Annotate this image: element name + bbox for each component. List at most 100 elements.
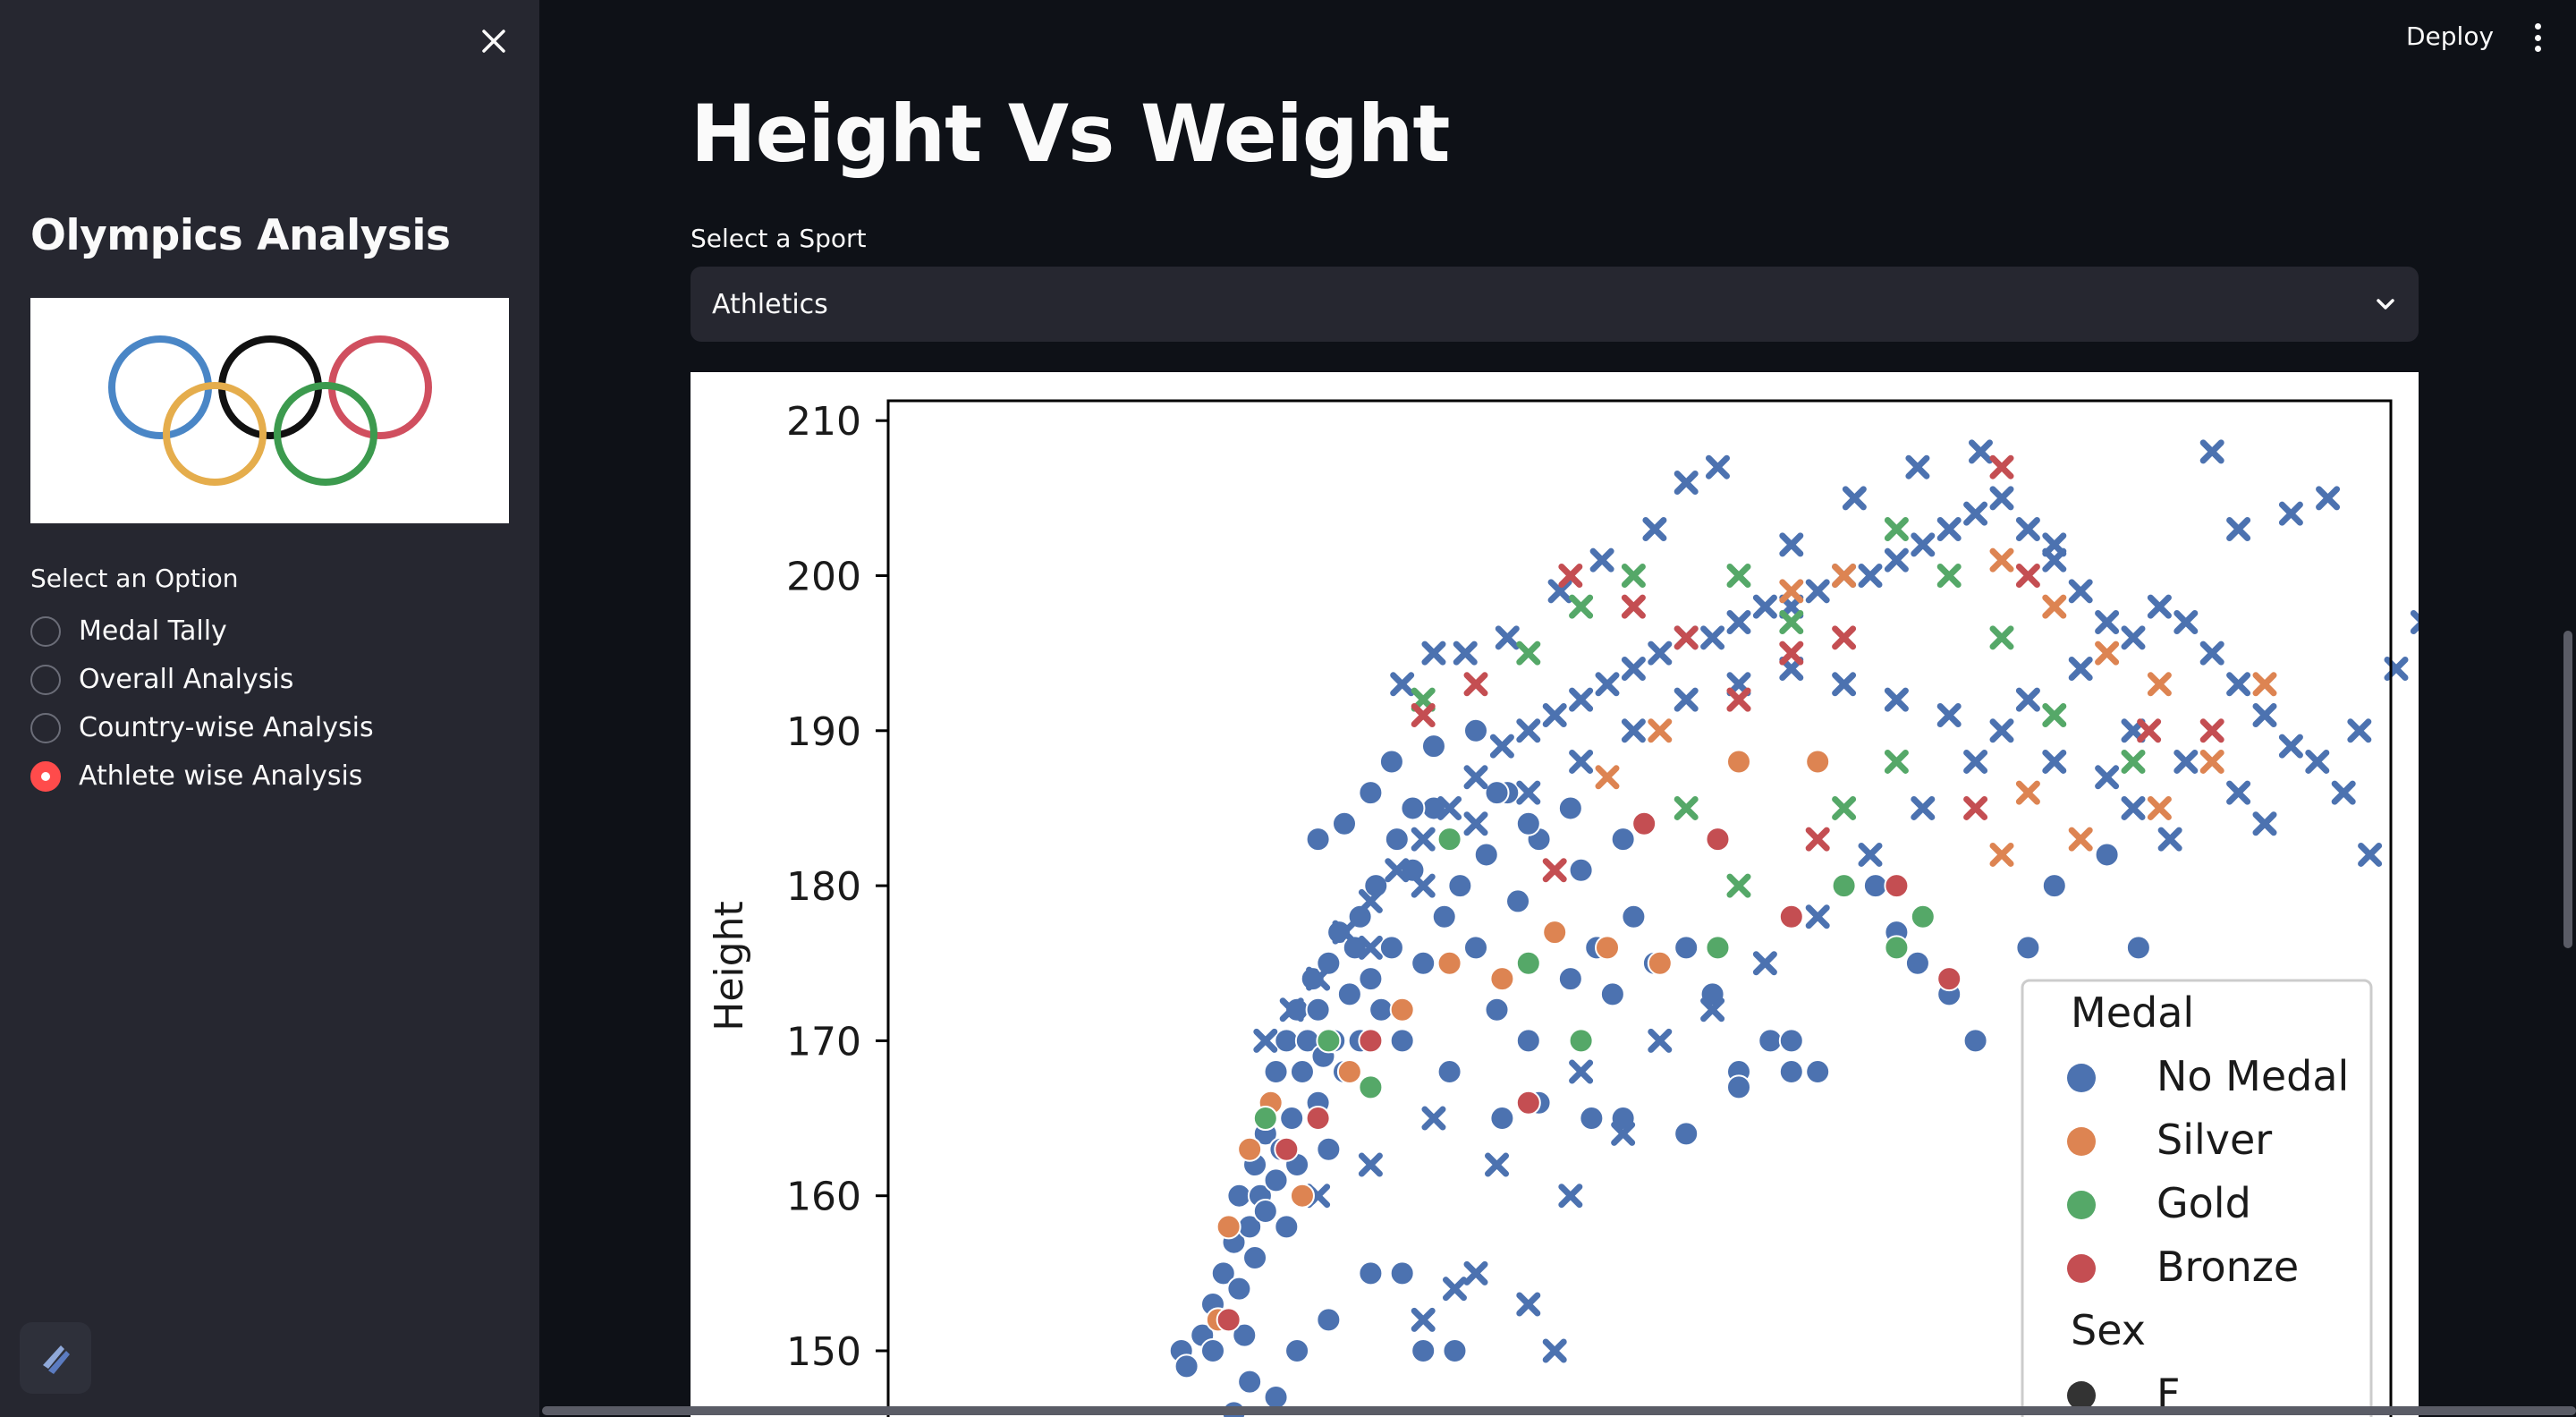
point-no-medal-f	[1463, 717, 1488, 743]
point-no-medal-m	[2347, 718, 2372, 743]
point-no-medal-m	[2095, 765, 2120, 790]
point-no-medal-f	[1336, 981, 1362, 1007]
point-no-medal-f	[1411, 950, 1436, 976]
point-gold-f	[1910, 904, 1936, 929]
point-no-medal-m	[2157, 827, 2182, 852]
point-gold-m	[2121, 749, 2146, 774]
point-no-medal-m	[1674, 471, 1699, 496]
radio-button[interactable]	[30, 712, 61, 743]
point-no-medal-m	[1700, 625, 1725, 650]
point-no-medal-m	[2068, 656, 2093, 681]
point-bronze-m	[2199, 718, 2224, 743]
radio-label: Medal Tally	[79, 615, 227, 647]
point-silver-m	[1989, 842, 2014, 867]
point-no-medal-m	[1884, 687, 1909, 712]
point-bronze-m	[1726, 687, 1751, 712]
radio-country-wise-analysis[interactable]: Country-wise Analysis	[30, 712, 374, 743]
main-menu-button[interactable]	[2524, 20, 2551, 55]
vertical-scrollbar[interactable]	[2563, 631, 2572, 948]
y-tick-label: 200	[786, 555, 861, 600]
point-no-medal-f	[1378, 749, 1404, 775]
point-bronze-m	[1411, 702, 1436, 727]
point-no-medal-m	[2095, 609, 2120, 634]
point-no-medal-m	[2358, 842, 2383, 867]
point-no-medal-f	[1332, 810, 1357, 836]
point-gold-m	[2042, 702, 2067, 727]
point-no-medal-m	[1485, 1152, 1510, 1177]
deploy-button[interactable]: Deploy	[2406, 21, 2495, 51]
radio-label: Overall Analysis	[79, 664, 294, 695]
point-silver-f	[1726, 749, 1751, 775]
point-no-medal-f	[1368, 997, 1394, 1022]
point-no-medal-m	[1463, 1260, 1488, 1285]
point-silver-m	[2252, 672, 2277, 697]
point-gold-m	[1779, 609, 1804, 634]
point-no-medal-m	[1779, 532, 1804, 557]
radio-label: Country-wise Analysis	[79, 712, 374, 743]
streamlit-icon	[43, 1345, 70, 1374]
point-silver-f	[1336, 1059, 1362, 1085]
point-silver-m	[2015, 780, 2040, 805]
point-no-medal-m	[1516, 1292, 1541, 1317]
radio-medal-tally[interactable]: Medal Tally	[30, 615, 227, 647]
point-no-medal-f	[1289, 1059, 1315, 1085]
close-sidebar-button[interactable]	[476, 23, 512, 59]
point-no-medal-m	[2042, 749, 2067, 774]
point-no-medal-m	[1989, 718, 2014, 743]
point-bronze-f	[1705, 827, 1731, 853]
point-no-medal-f	[1431, 904, 1457, 929]
chevron-down-icon	[2377, 299, 2394, 310]
point-no-medal-f	[1378, 935, 1404, 961]
point-no-medal-m	[1411, 1307, 1436, 1332]
point-no-medal-m	[2278, 734, 2303, 759]
point-no-medal-m	[1705, 454, 1730, 479]
point-bronze-m	[1989, 454, 2014, 479]
plot-points	[1168, 439, 2419, 1417]
point-gold-m	[1726, 564, 1751, 588]
point-no-medal-m	[2068, 579, 2093, 604]
point-silver-m	[1595, 765, 1620, 790]
radio-athlete-wise-analysis[interactable]: Athlete wise Analysis	[30, 760, 362, 792]
point-no-medal-m	[1569, 749, 1594, 774]
point-no-medal-f	[1758, 1028, 1784, 1054]
point-bronze-f	[1936, 966, 1962, 992]
point-bronze-f	[1631, 810, 1657, 836]
point-no-medal-m	[1621, 718, 1646, 743]
point-bronze-f	[1305, 1106, 1331, 1132]
point-silver-m	[2147, 672, 2172, 697]
point-silver-m	[1648, 718, 1673, 743]
point-no-medal-f	[1263, 1167, 1289, 1193]
point-no-medal-m	[2252, 702, 2277, 727]
kebab-dot	[2534, 46, 2541, 52]
point-no-medal-m	[1858, 842, 1883, 867]
radio-button[interactable]	[30, 664, 61, 695]
radio-button-selected[interactable]	[30, 760, 61, 792]
point-no-medal-f	[1252, 1199, 1278, 1225]
point-no-medal-m	[1253, 1028, 1278, 1053]
streamlit-logo[interactable]	[20, 1322, 91, 1394]
point-no-medal-f	[1305, 827, 1331, 853]
legend-entry-no-medal: No Medal	[2157, 1052, 2349, 1100]
point-no-medal-m	[1421, 1106, 1446, 1131]
point-no-medal-m	[1542, 702, 1567, 727]
point-bronze-m	[1463, 672, 1488, 697]
point-no-medal-f	[1326, 920, 1352, 946]
point-no-medal-m	[1936, 517, 1962, 542]
point-gold-f	[1831, 873, 1857, 899]
sidebar-title: Olympics Analysis	[30, 211, 451, 260]
horizontal-scrollbar[interactable]	[542, 1406, 2576, 1415]
point-no-medal-m	[2199, 439, 2224, 464]
point-no-medal-m	[1648, 641, 1673, 666]
point-silver-f	[1542, 920, 1568, 946]
radio-button[interactable]	[30, 615, 61, 647]
sport-select[interactable]: Athletics	[691, 267, 2419, 342]
point-bronze-m	[1963, 795, 1988, 820]
point-bronze-f	[1884, 873, 1910, 899]
radio-overall-analysis[interactable]: Overall Analysis	[30, 664, 293, 695]
point-no-medal-f	[1279, 1106, 1305, 1132]
point-silver-f	[1805, 749, 1831, 775]
point-gold-f	[1316, 1028, 1342, 1054]
point-no-medal-m	[1463, 811, 1488, 836]
point-silver-f	[1436, 950, 1462, 976]
point-no-medal-m	[1542, 1338, 1567, 1363]
